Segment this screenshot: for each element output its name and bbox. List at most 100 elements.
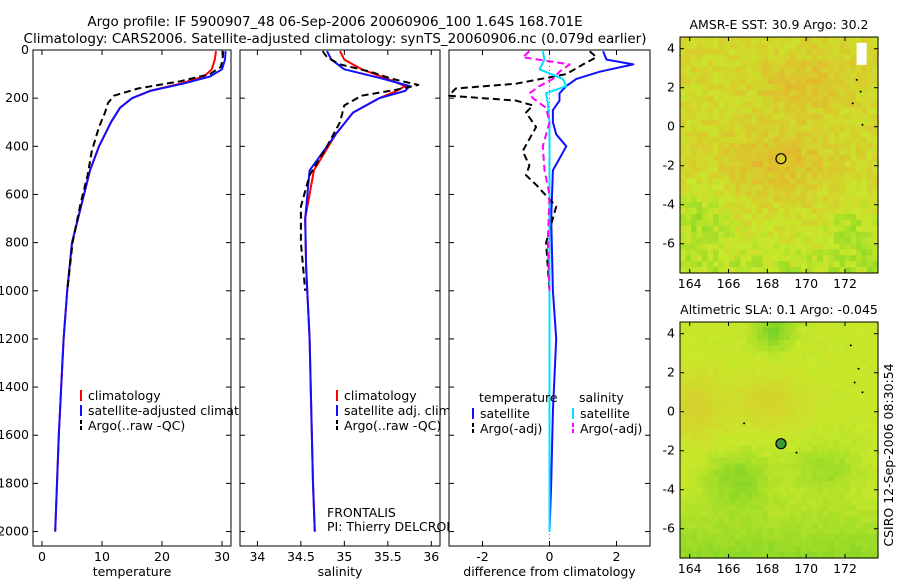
map-cell (746, 381, 753, 388)
map-cell (724, 322, 731, 329)
map-cell (702, 404, 709, 412)
map-cell (773, 398, 780, 406)
map-cell (735, 363, 742, 370)
map-cell (762, 131, 769, 138)
map-cell (861, 131, 868, 138)
map-cell (680, 522, 687, 530)
map-cell (856, 552, 863, 559)
map-cell (845, 37, 852, 44)
map-cell (702, 261, 709, 268)
map-cell (696, 398, 703, 406)
map-cell (757, 516, 764, 524)
map-cell (861, 375, 868, 382)
map-cell (806, 155, 813, 162)
map-cell (718, 37, 725, 44)
map-cell (823, 345, 830, 353)
map-cell (828, 225, 835, 233)
map-cell (773, 172, 780, 180)
map-cell (806, 434, 813, 441)
map-cell (779, 113, 786, 121)
map-cell (718, 451, 725, 459)
map-cell (751, 345, 758, 353)
map-cell (784, 107, 791, 115)
map-cell (724, 422, 731, 429)
map-cell (790, 469, 797, 476)
map-cell (795, 469, 802, 476)
map-cell (735, 219, 742, 227)
map-cell (762, 60, 769, 68)
map-cell (762, 493, 769, 500)
map-cell (735, 84, 742, 91)
map-cell (751, 90, 758, 97)
map-cell (872, 37, 879, 44)
map-cell (834, 445, 841, 453)
map-cell (729, 54, 736, 62)
map-cell (685, 184, 692, 191)
map-cell (751, 196, 758, 203)
map-cell (784, 386, 791, 394)
map-cell (784, 416, 791, 423)
map-cell (861, 463, 868, 471)
map-cell (735, 119, 742, 127)
map-cell (707, 42, 714, 50)
map-cell (685, 351, 692, 358)
map-cell (680, 475, 687, 482)
map-cell (746, 184, 753, 191)
map-cell (845, 428, 852, 435)
map-cell (839, 333, 846, 341)
map-cell (790, 196, 797, 203)
map-cell (856, 463, 863, 471)
map-cell (790, 90, 797, 97)
map-cell (746, 333, 753, 341)
map-cell (680, 42, 687, 50)
map-cell (872, 231, 879, 239)
map-cell (702, 172, 709, 180)
map-cell (790, 481, 797, 488)
map-cell (812, 255, 819, 262)
map-cell (729, 119, 736, 127)
map-cell (779, 72, 786, 79)
map-cell (850, 422, 857, 429)
figure-title-line-1: Argo profile: IF 5900907_48 06-Sep-2006 … (87, 14, 582, 30)
map-cell (801, 392, 808, 400)
map-cell (702, 528, 709, 535)
map-cell (691, 237, 698, 245)
map-cell (724, 96, 731, 103)
map-cell (740, 72, 747, 79)
map-cell (718, 42, 725, 50)
map-cell (702, 255, 709, 262)
map-cell (784, 451, 791, 459)
map-cell (746, 149, 753, 156)
map-cell (867, 516, 874, 524)
map-cell (801, 184, 808, 191)
map-cell (817, 149, 824, 156)
map-cell (806, 42, 813, 50)
map-cell (795, 463, 802, 471)
map-cell (757, 428, 764, 435)
map-cell (735, 237, 742, 245)
map-cell (861, 522, 868, 530)
map-cell (773, 445, 780, 453)
map-cell (680, 237, 687, 245)
map-cell (702, 363, 709, 370)
map-cell (795, 392, 802, 400)
map-cell (790, 493, 797, 500)
map-cell (685, 149, 692, 156)
map-cell (702, 552, 709, 559)
map-cell (746, 60, 753, 68)
map-cell (817, 499, 824, 506)
map-cell (713, 552, 720, 559)
map-cell (845, 166, 852, 174)
map-cell (828, 66, 835, 73)
map-cell (867, 225, 874, 233)
map-cell (707, 440, 714, 447)
map-cell (757, 208, 764, 215)
map-cell (718, 66, 725, 73)
map-cell (784, 137, 791, 144)
map-cell (696, 78, 703, 85)
map-cell (746, 339, 753, 347)
map-cell (691, 196, 698, 203)
map-cell (680, 540, 687, 547)
map-cell (861, 398, 868, 406)
map-cell (812, 499, 819, 506)
